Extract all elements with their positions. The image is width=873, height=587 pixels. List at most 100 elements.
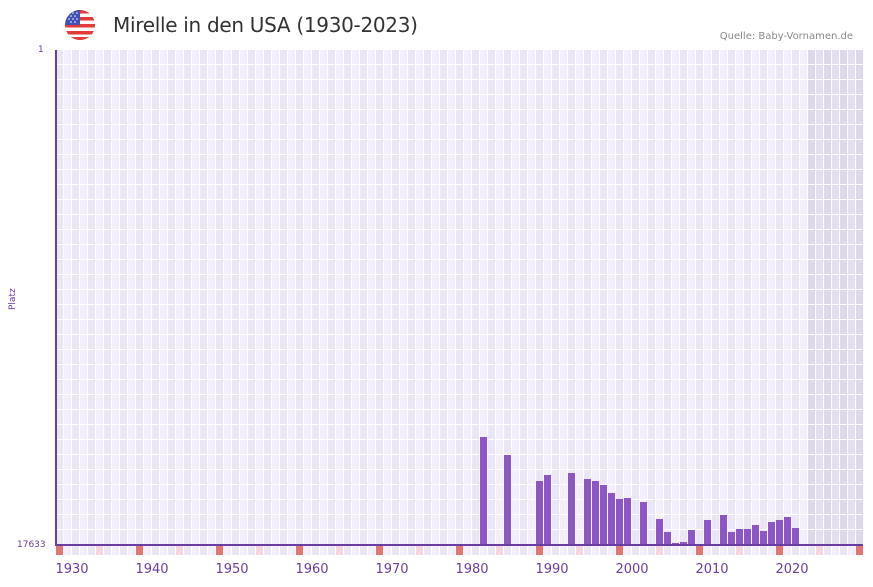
bar-1997[interactable] xyxy=(608,492,615,545)
bar-2003[interactable] xyxy=(656,518,663,545)
bar-2018[interactable] xyxy=(776,519,783,545)
grid-cell xyxy=(536,335,543,349)
grid-cell xyxy=(64,455,71,469)
grid-cell xyxy=(368,425,375,439)
grid-cell xyxy=(472,80,479,94)
bar-1996[interactable] xyxy=(600,484,607,545)
grid-cell xyxy=(240,320,247,334)
grid-cell xyxy=(760,65,767,79)
grid-cell xyxy=(792,470,799,484)
grid-cell xyxy=(264,350,271,364)
grid-cell xyxy=(800,80,807,94)
bar-1984[interactable] xyxy=(504,454,511,545)
bar-1999[interactable] xyxy=(624,497,631,545)
grid-cell xyxy=(352,275,359,289)
grid-cell xyxy=(824,380,831,394)
bar-2007[interactable] xyxy=(688,529,695,545)
bar-2013[interactable] xyxy=(736,528,743,545)
grid-cell xyxy=(408,230,415,244)
year-marker xyxy=(728,546,735,555)
bar-1995[interactable] xyxy=(592,480,599,545)
grid-cell xyxy=(848,455,855,469)
bar-2016[interactable] xyxy=(760,530,767,545)
grid-cell xyxy=(456,470,463,484)
grid-cell xyxy=(448,530,455,544)
grid-cell xyxy=(536,365,543,379)
bar-2015[interactable] xyxy=(752,524,759,545)
bar-1998[interactable] xyxy=(616,498,623,545)
grid-cell xyxy=(752,425,759,439)
grid-cell xyxy=(72,215,79,229)
grid-cell xyxy=(600,200,607,214)
grid-cell xyxy=(480,335,487,349)
grid-cell xyxy=(120,425,127,439)
bar-2005[interactable] xyxy=(672,542,679,545)
grid-cell xyxy=(840,275,847,289)
grid-cell xyxy=(104,320,111,334)
grid-cell xyxy=(640,140,647,154)
grid-cell xyxy=(152,470,159,484)
grid-cell xyxy=(272,275,279,289)
grid-cell xyxy=(688,50,695,64)
grid-cell xyxy=(136,395,143,409)
grid-cell xyxy=(568,200,575,214)
grid-cell xyxy=(400,440,407,454)
grid-cell xyxy=(456,455,463,469)
grid-cell xyxy=(576,140,583,154)
bar-2012[interactable] xyxy=(728,531,735,545)
bar-1989[interactable] xyxy=(544,474,551,545)
grid-cell xyxy=(96,95,103,109)
year-marker xyxy=(688,546,695,555)
bar-2001[interactable] xyxy=(640,501,647,545)
bar-2006[interactable] xyxy=(680,541,687,545)
bar-2017[interactable] xyxy=(768,521,775,545)
grid-cell xyxy=(616,170,623,184)
grid-cell xyxy=(168,260,175,274)
grid-cell xyxy=(616,110,623,124)
grid-cell xyxy=(720,185,727,199)
grid-cell xyxy=(488,470,495,484)
grid-cell xyxy=(704,275,711,289)
grid-cell xyxy=(552,80,559,94)
grid-cell xyxy=(456,500,463,514)
grid-cell xyxy=(824,275,831,289)
grid-cell xyxy=(464,260,471,274)
bar-2009[interactable] xyxy=(704,519,711,545)
grid-cell xyxy=(728,140,735,154)
grid-cell xyxy=(456,365,463,379)
grid-cell xyxy=(408,530,415,544)
bar-1988[interactable] xyxy=(536,480,543,545)
grid-cell xyxy=(832,380,839,394)
grid-cell xyxy=(272,245,279,259)
grid-cell xyxy=(128,335,135,349)
grid-cell xyxy=(224,320,231,334)
grid-cell xyxy=(592,95,599,109)
grid-cell xyxy=(784,200,791,214)
bar-2011[interactable] xyxy=(720,514,727,545)
grid-cell xyxy=(720,440,727,454)
bar-2019[interactable] xyxy=(784,516,791,545)
grid-cell xyxy=(192,380,199,394)
bar-2014[interactable] xyxy=(744,528,751,545)
grid-cell xyxy=(736,50,743,64)
grid-cell xyxy=(760,200,767,214)
grid-cell xyxy=(720,320,727,334)
grid-cell xyxy=(64,260,71,274)
grid-cell xyxy=(784,500,791,514)
grid-cell xyxy=(568,245,575,259)
grid-cell xyxy=(192,455,199,469)
grid-cell xyxy=(592,425,599,439)
grid-cell xyxy=(720,260,727,274)
grid-cell xyxy=(200,425,207,439)
grid-cell xyxy=(800,125,807,139)
bar-2004[interactable] xyxy=(664,531,671,545)
grid-cell xyxy=(792,320,799,334)
grid-cell xyxy=(504,50,511,64)
bar-1994[interactable] xyxy=(584,478,591,545)
bar-2020[interactable] xyxy=(792,527,799,545)
bar-1992[interactable] xyxy=(568,472,575,545)
grid-cell xyxy=(72,155,79,169)
grid-cell xyxy=(344,365,351,379)
bar-1981[interactable] xyxy=(480,436,487,545)
grid-cell xyxy=(784,125,791,139)
